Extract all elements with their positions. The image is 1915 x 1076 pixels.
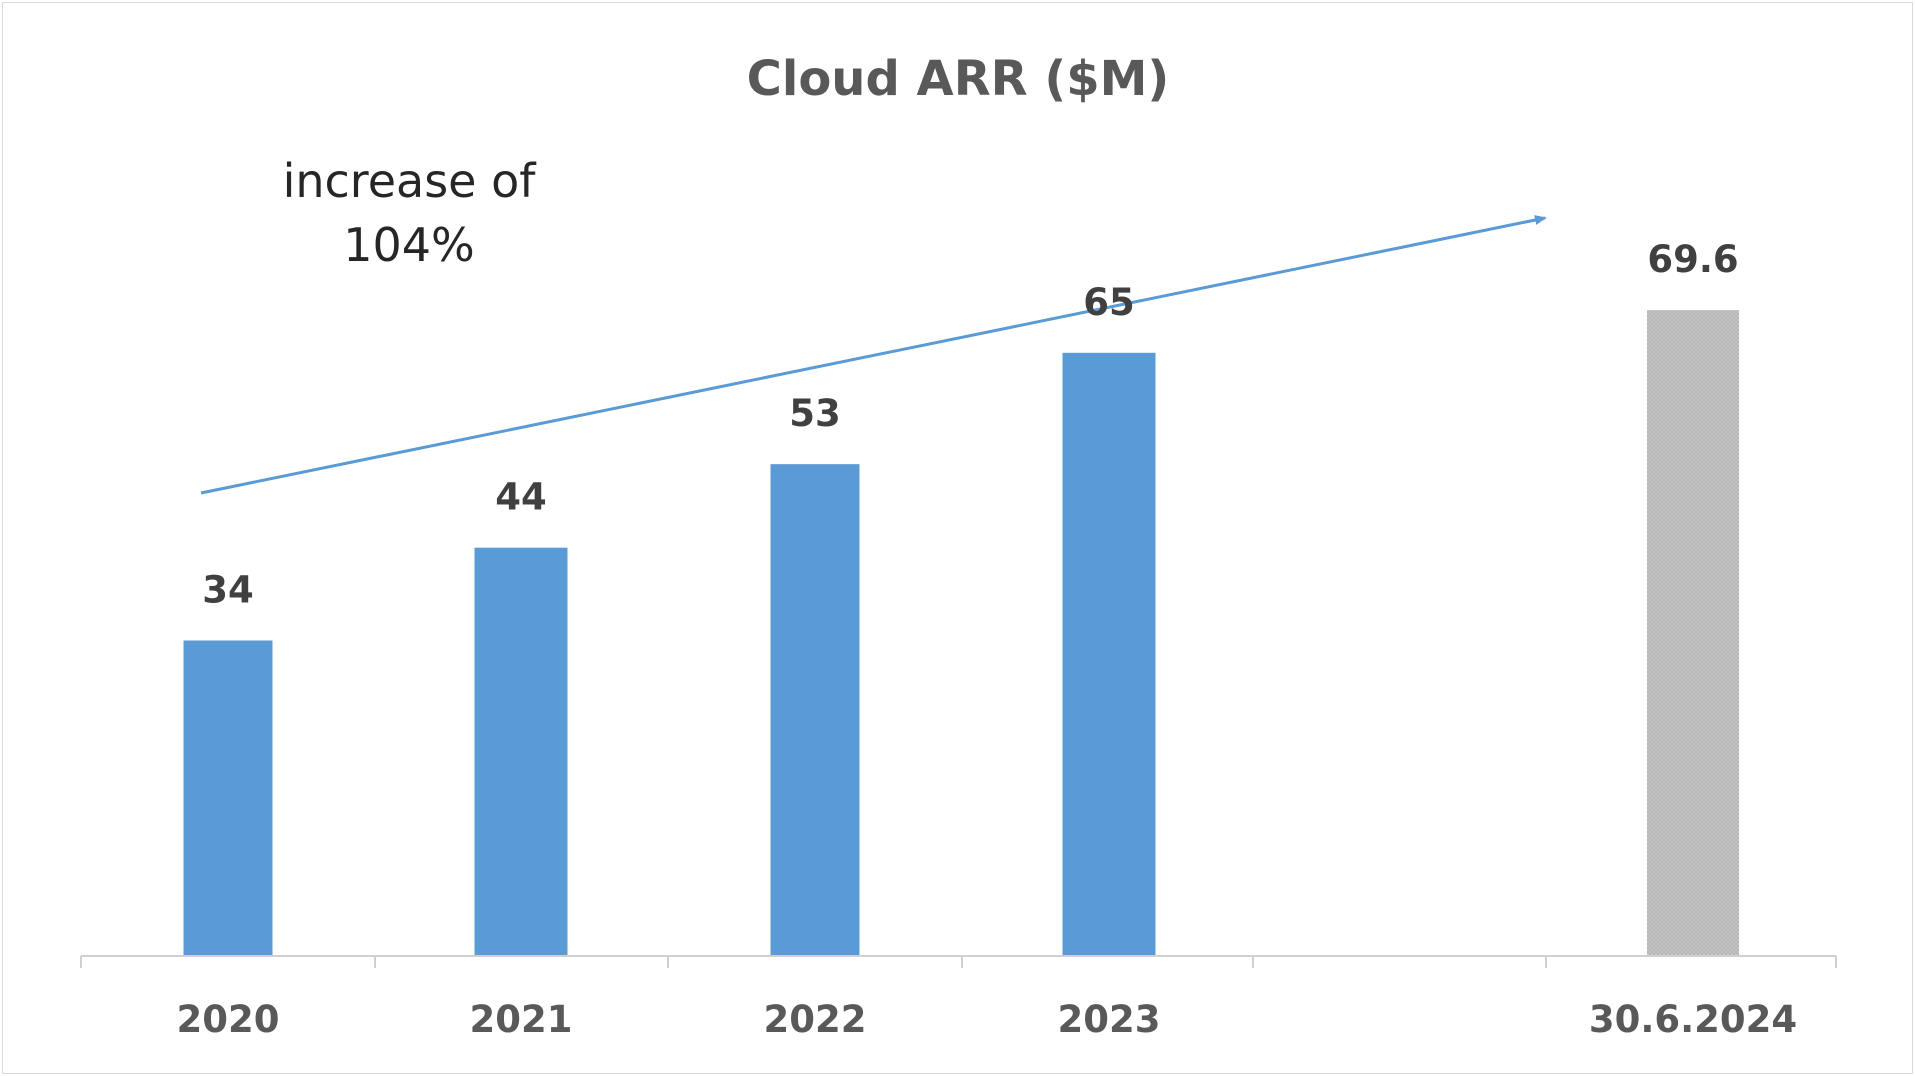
x-tick-label-2021: 2021 <box>470 998 573 1041</box>
bar-2022 <box>770 464 860 956</box>
x-tick-label-30-6-2024: 30.6.2024 <box>1589 998 1797 1041</box>
bar-2020 <box>183 640 273 956</box>
x-tick-label-2022: 2022 <box>764 998 867 1041</box>
data-labels-group: 34 44 53 65 69.6 <box>202 238 1738 611</box>
x-tick-label-2020: 2020 <box>177 998 280 1041</box>
data-label-2022: 53 <box>789 392 841 435</box>
bar-2021 <box>474 547 568 956</box>
bars-group <box>183 310 1739 956</box>
data-label-2020: 34 <box>202 568 254 611</box>
annotation-text-line1: increase of <box>283 154 538 208</box>
trend-arrow <box>200 215 1547 495</box>
data-label-2023: 65 <box>1083 281 1135 324</box>
x-tick-label-2023: 2023 <box>1058 998 1161 1041</box>
chart-title: Cloud ARR ($M) <box>747 51 1170 107</box>
bar-chart: Cloud ARR ($M) increase of 104% 34 44 53 65… <box>80 51 1837 1041</box>
x-axis-ticks <box>80 956 1837 968</box>
bar-30-6-2024 <box>1647 310 1739 956</box>
data-label-2021: 44 <box>495 476 547 519</box>
data-label-30-6-2024: 69.6 <box>1647 238 1738 281</box>
annotation-text-line2: 104% <box>343 218 475 272</box>
bar-2023 <box>1062 352 1156 956</box>
x-axis-tick-labels: 2020 2021 2022 2023 30.6.2024 <box>177 998 1798 1041</box>
